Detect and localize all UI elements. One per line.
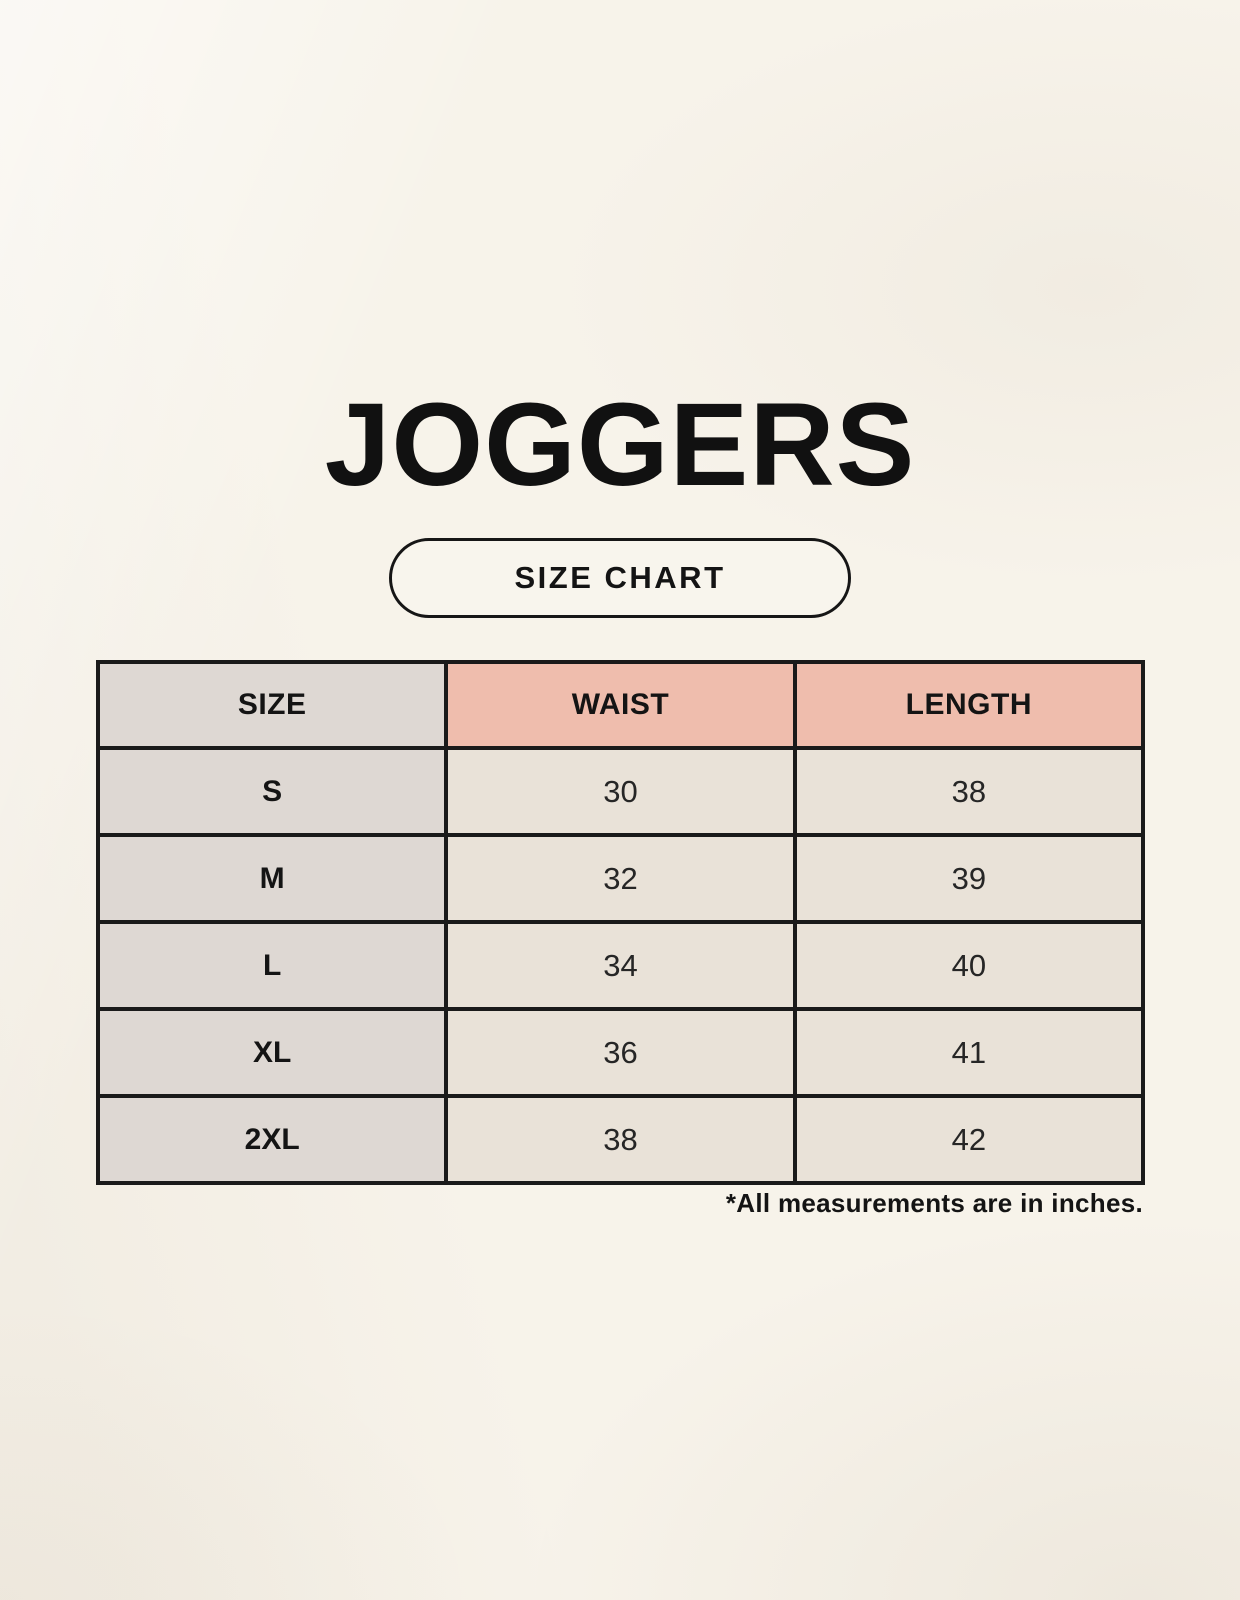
column-header-size: SIZE — [95, 660, 449, 750]
table-row-2xl: 2XL 38 42 — [95, 1094, 1146, 1185]
table-row-s: S 30 38 — [95, 746, 1146, 837]
length-value: 42 — [792, 1094, 1146, 1185]
size-label: M — [95, 833, 449, 924]
table-row-xl: XL 36 41 — [95, 1007, 1146, 1098]
size-label: S — [95, 746, 449, 837]
size-chart-badge: SIZE CHART — [389, 538, 851, 618]
waist-value: 36 — [444, 1007, 797, 1098]
length-value: 38 — [792, 746, 1146, 837]
column-header-length: LENGTH — [792, 660, 1146, 750]
page-title: JOGGERS — [324, 379, 916, 511]
length-value: 40 — [792, 920, 1146, 1011]
length-value: 41 — [792, 1007, 1146, 1098]
size-chart-badge-label: SIZE CHART — [514, 560, 726, 595]
length-value: 39 — [792, 833, 1146, 924]
size-label: L — [95, 920, 449, 1011]
table-header-row: SIZE WAIST LENGTH — [95, 660, 1146, 750]
waist-value: 38 — [444, 1094, 797, 1185]
table-row-l: L 34 40 — [95, 920, 1146, 1011]
waist-value: 30 — [444, 746, 797, 837]
waist-value: 34 — [444, 920, 797, 1011]
table-row-m: M 32 39 — [95, 833, 1146, 924]
waist-value: 32 — [444, 833, 797, 924]
size-label: XL — [95, 1007, 449, 1098]
size-chart-table: SIZE WAIST LENGTH S 30 38 M 32 39 L 34 4… — [95, 660, 1146, 1185]
size-label: 2XL — [95, 1094, 449, 1185]
measurements-footnote: *All measurements are in inches. — [725, 1188, 1143, 1218]
column-header-waist: WAIST — [444, 660, 797, 750]
